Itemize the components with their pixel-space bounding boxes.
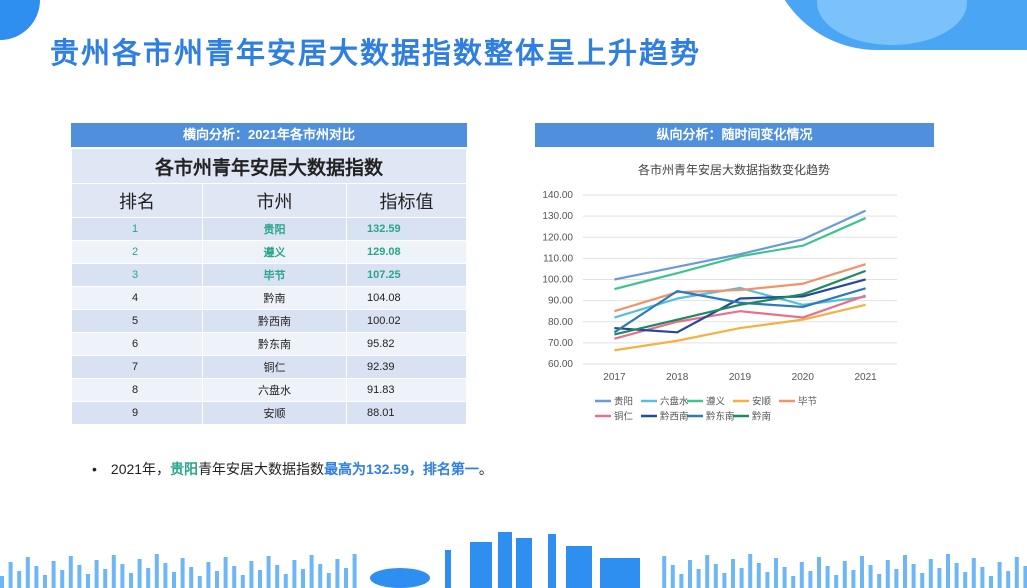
rank-cell: 8 [71, 378, 203, 402]
left-panel-header: 横向分析：2021年各市州对比 [71, 123, 467, 147]
rank-cell: 2 [71, 240, 203, 264]
x-tick-label: 2020 [792, 372, 815, 383]
table-row: 9 安顺 88.01 [71, 401, 467, 425]
y-tick-label: 70.00 [548, 338, 573, 349]
rank-cell: 3 [71, 263, 203, 287]
city-cell: 黔南 [202, 286, 347, 310]
series-line-黔南 [614, 269, 866, 336]
table-row: 6 黔东南 95.82 [71, 332, 467, 356]
summary-highlight: 最高为132.59，排名第一 [324, 461, 479, 477]
city-cell: 黔东南 [202, 332, 347, 356]
city-cell: 遵义 [202, 240, 347, 264]
city-cell: 安顺 [202, 401, 347, 425]
summary-bullet: • 2021年，贵阳青年安居大数据指数最高为132.59，排名第一。 [92, 459, 493, 479]
table-row: 5 黔西南 100.02 [71, 309, 467, 333]
table-row: 7 铜仁 92.39 [71, 355, 467, 379]
rank-cell: 5 [71, 309, 203, 333]
value-cell: 88.01 [346, 401, 467, 425]
rank-cell: 7 [71, 355, 203, 379]
y-tick-label: 110.00 [543, 253, 573, 264]
legend-label: 铜仁 [614, 411, 634, 423]
value-cell: 104.08 [346, 286, 467, 310]
table-row: 8 六盘水 91.83 [71, 378, 467, 402]
column-header-city: 市州 [202, 183, 347, 218]
table-row: 3 毕节 107.25 [71, 263, 467, 287]
table-row: 2 遵义 129.08 [71, 240, 467, 264]
y-tick-label: 90.00 [548, 296, 573, 307]
series-line-贵阳 [614, 209, 867, 281]
city-skyline-decoration [0, 532, 1027, 588]
series-line-铜仁 [614, 294, 866, 340]
value-cell: 92.39 [346, 355, 467, 379]
legend-label: 遵义 [706, 396, 726, 408]
series-line-安顺 [614, 303, 866, 352]
column-header-value: 指标值 [346, 183, 467, 218]
series-line-黔西南 [614, 278, 866, 334]
legend-label: 黔西南 [660, 411, 689, 423]
corner-decoration [0, 0, 40, 40]
summary-city: 贵阳 [170, 461, 199, 477]
series-line-黔东南 [613, 287, 866, 334]
y-tick-label: 140.00 [542, 190, 573, 201]
y-tick-label: 120.00 [542, 232, 573, 243]
column-header-rank: 排名 [71, 183, 203, 218]
city-cell: 毕节 [202, 263, 347, 287]
series-line-毕节 [614, 263, 866, 313]
value-cell: 100.02 [346, 309, 467, 333]
legend-label: 六盘水 [660, 396, 689, 408]
rank-cell: 1 [71, 217, 203, 241]
x-tick-label: 2021 [854, 372, 877, 383]
trend-line-chart: 各市州青年安居大数据指数变化趋势 60.00 70.00 80.00 90.00 100… [542, 162, 897, 423]
page-title: 贵州各市州青年安居大数据指数整体呈上升趋势 [50, 38, 702, 70]
ranking-table: 各市州青年安居大数据指数 排名 市州 指标值 1 贵阳 132.59 2 遵义 … [71, 148, 467, 425]
rank-cell: 4 [71, 286, 203, 310]
legend-label: 毕节 [798, 396, 817, 408]
city-cell: 铜仁 [202, 355, 347, 379]
value-cell: 132.59 [346, 217, 467, 241]
legend-label: 安顺 [752, 396, 772, 408]
x-tick-label: 2018 [666, 372, 689, 383]
rank-cell: 9 [71, 401, 203, 425]
table-row: 1 贵阳 132.59 [71, 217, 467, 241]
y-tick-label: 60.00 [548, 359, 573, 370]
table-caption: 各市州青年安居大数据指数 [71, 148, 467, 184]
value-cell: 91.83 [346, 378, 467, 402]
summary-year: 2021年， [110, 461, 171, 477]
legend-label: 黔东南 [706, 411, 735, 423]
y-tick-label: 80.00 [548, 317, 573, 328]
y-tick-label: 100.00 [542, 275, 573, 286]
legend-label: 黔南 [752, 411, 771, 423]
city-cell: 黔西南 [202, 309, 347, 333]
value-cell: 129.08 [346, 240, 467, 264]
x-tick-label: 2019 [729, 372, 752, 383]
city-cell: 贵阳 [202, 217, 347, 241]
chart-title: 各市州青年安居大数据指数变化趋势 [638, 162, 830, 177]
table-row: 4 黔南 104.08 [71, 286, 467, 310]
value-cell: 107.25 [346, 263, 467, 287]
summary-text: 青年安居大数据指数 [198, 461, 325, 477]
value-cell: 95.82 [346, 332, 467, 356]
city-cell: 六盘水 [202, 378, 347, 402]
rank-cell: 6 [71, 332, 203, 356]
summary-end: 。 [478, 461, 493, 477]
legend-label: 贵阳 [614, 396, 633, 408]
series-line-遵义 [614, 217, 867, 291]
x-tick-label: 2017 [603, 372, 626, 383]
bullet-icon: • [92, 461, 97, 477]
y-tick-label: 130.00 [542, 211, 573, 222]
right-panel-header: 纵向分析：随时间变化情况 [535, 123, 934, 147]
